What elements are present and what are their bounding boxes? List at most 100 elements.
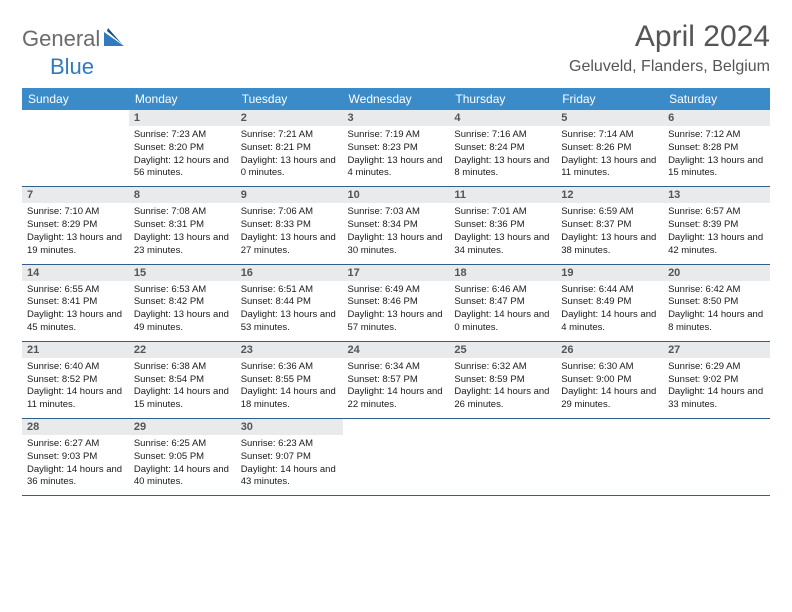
calendar-week-row: 14Sunrise: 6:55 AMSunset: 8:41 PMDayligh… <box>22 264 770 341</box>
day-details: Sunrise: 6:55 AMSunset: 8:41 PMDaylight:… <box>22 281 129 341</box>
calendar-week-row: 28Sunrise: 6:27 AMSunset: 9:03 PMDayligh… <box>22 419 770 496</box>
calendar-cell: 28Sunrise: 6:27 AMSunset: 9:03 PMDayligh… <box>22 419 129 496</box>
day-number: 20 <box>663 265 770 281</box>
day-details: Sunrise: 6:46 AMSunset: 8:47 PMDaylight:… <box>449 281 556 341</box>
day-number: 26 <box>556 342 663 358</box>
day-details: Sunrise: 6:44 AMSunset: 8:49 PMDaylight:… <box>556 281 663 341</box>
logo-word-blue: Blue <box>50 54 94 79</box>
calendar-cell: 22Sunrise: 6:38 AMSunset: 8:54 PMDayligh… <box>129 341 236 418</box>
day-number: 18 <box>449 265 556 281</box>
day-number: 15 <box>129 265 236 281</box>
weekday-header: Tuesday <box>236 88 343 110</box>
calendar-cell: 0 <box>556 419 663 496</box>
day-number: 4 <box>449 110 556 126</box>
day-details: Sunrise: 7:12 AMSunset: 8:28 PMDaylight:… <box>663 126 770 186</box>
calendar-cell: 27Sunrise: 6:29 AMSunset: 9:02 PMDayligh… <box>663 341 770 418</box>
day-number: 5 <box>556 110 663 126</box>
calendar-cell: 5Sunrise: 7:14 AMSunset: 8:26 PMDaylight… <box>556 110 663 187</box>
day-number: 28 <box>22 419 129 435</box>
day-details: Sunrise: 7:14 AMSunset: 8:26 PMDaylight:… <box>556 126 663 186</box>
day-details: Sunrise: 6:53 AMSunset: 8:42 PMDaylight:… <box>129 281 236 341</box>
day-details: Sunrise: 7:21 AMSunset: 8:21 PMDaylight:… <box>236 126 343 186</box>
calendar-body: 0 1Sunrise: 7:23 AMSunset: 8:20 PMDaylig… <box>22 110 770 496</box>
calendar-cell: 10Sunrise: 7:03 AMSunset: 8:34 PMDayligh… <box>343 187 450 264</box>
day-number: 6 <box>663 110 770 126</box>
day-number: 25 <box>449 342 556 358</box>
day-number: 21 <box>22 342 129 358</box>
calendar-cell: 14Sunrise: 6:55 AMSunset: 8:41 PMDayligh… <box>22 264 129 341</box>
day-number: 3 <box>343 110 450 126</box>
day-number: 27 <box>663 342 770 358</box>
day-details: Sunrise: 7:08 AMSunset: 8:31 PMDaylight:… <box>129 203 236 263</box>
calendar-cell: 4Sunrise: 7:16 AMSunset: 8:24 PMDaylight… <box>449 110 556 187</box>
day-number: 8 <box>129 187 236 203</box>
day-details: Sunrise: 6:51 AMSunset: 8:44 PMDaylight:… <box>236 281 343 341</box>
header: General April 2024 Geluveld, Flanders, B… <box>22 20 770 76</box>
day-details: Sunrise: 6:27 AMSunset: 9:03 PMDaylight:… <box>22 435 129 495</box>
day-details: Sunrise: 6:49 AMSunset: 8:46 PMDaylight:… <box>343 281 450 341</box>
calendar-week-row: 21Sunrise: 6:40 AMSunset: 8:52 PMDayligh… <box>22 341 770 418</box>
day-number: 12 <box>556 187 663 203</box>
calendar-week-row: 7Sunrise: 7:10 AMSunset: 8:29 PMDaylight… <box>22 187 770 264</box>
calendar-cell: 29Sunrise: 6:25 AMSunset: 9:05 PMDayligh… <box>129 419 236 496</box>
logo: General <box>22 26 126 52</box>
weekday-header: Saturday <box>663 88 770 110</box>
day-details: Sunrise: 6:57 AMSunset: 8:39 PMDaylight:… <box>663 203 770 263</box>
day-number: 19 <box>556 265 663 281</box>
day-number: 9 <box>236 187 343 203</box>
calendar-week-row: 0 1Sunrise: 7:23 AMSunset: 8:20 PMDaylig… <box>22 110 770 187</box>
day-details: Sunrise: 7:10 AMSunset: 8:29 PMDaylight:… <box>22 203 129 263</box>
calendar-cell: 2Sunrise: 7:21 AMSunset: 8:21 PMDaylight… <box>236 110 343 187</box>
day-number: 16 <box>236 265 343 281</box>
day-number: 23 <box>236 342 343 358</box>
calendar-cell: 0 <box>449 419 556 496</box>
calendar-cell: 16Sunrise: 6:51 AMSunset: 8:44 PMDayligh… <box>236 264 343 341</box>
day-details: Sunrise: 6:29 AMSunset: 9:02 PMDaylight:… <box>663 358 770 418</box>
day-number: 7 <box>22 187 129 203</box>
calendar-document: General April 2024 Geluveld, Flanders, B… <box>0 0 792 516</box>
title-block: April 2024 Geluveld, Flanders, Belgium <box>569 20 770 76</box>
calendar-cell: 24Sunrise: 6:34 AMSunset: 8:57 PMDayligh… <box>343 341 450 418</box>
calendar-cell: 17Sunrise: 6:49 AMSunset: 8:46 PMDayligh… <box>343 264 450 341</box>
day-number: 24 <box>343 342 450 358</box>
calendar-header-row: SundayMondayTuesdayWednesdayThursdayFrid… <box>22 88 770 110</box>
calendar-cell: 6Sunrise: 7:12 AMSunset: 8:28 PMDaylight… <box>663 110 770 187</box>
day-details: Sunrise: 6:23 AMSunset: 9:07 PMDaylight:… <box>236 435 343 495</box>
calendar-cell: 30Sunrise: 6:23 AMSunset: 9:07 PMDayligh… <box>236 419 343 496</box>
logo-word-general: General <box>22 26 100 52</box>
day-details: Sunrise: 7:23 AMSunset: 8:20 PMDaylight:… <box>129 126 236 186</box>
calendar-cell: 13Sunrise: 6:57 AMSunset: 8:39 PMDayligh… <box>663 187 770 264</box>
calendar-cell: 20Sunrise: 6:42 AMSunset: 8:50 PMDayligh… <box>663 264 770 341</box>
calendar-cell: 12Sunrise: 6:59 AMSunset: 8:37 PMDayligh… <box>556 187 663 264</box>
weekday-header: Sunday <box>22 88 129 110</box>
day-details: Sunrise: 6:34 AMSunset: 8:57 PMDaylight:… <box>343 358 450 418</box>
calendar-cell: 11Sunrise: 7:01 AMSunset: 8:36 PMDayligh… <box>449 187 556 264</box>
day-number: 14 <box>22 265 129 281</box>
calendar-cell: 15Sunrise: 6:53 AMSunset: 8:42 PMDayligh… <box>129 264 236 341</box>
calendar-cell: 0 <box>343 419 450 496</box>
day-details: Sunrise: 7:01 AMSunset: 8:36 PMDaylight:… <box>449 203 556 263</box>
calendar-cell: 1Sunrise: 7:23 AMSunset: 8:20 PMDaylight… <box>129 110 236 187</box>
day-number: 13 <box>663 187 770 203</box>
day-details: Sunrise: 7:03 AMSunset: 8:34 PMDaylight:… <box>343 203 450 263</box>
calendar-cell: 3Sunrise: 7:19 AMSunset: 8:23 PMDaylight… <box>343 110 450 187</box>
day-details: Sunrise: 6:40 AMSunset: 8:52 PMDaylight:… <box>22 358 129 418</box>
calendar-cell: 26Sunrise: 6:30 AMSunset: 9:00 PMDayligh… <box>556 341 663 418</box>
logo-triangle-icon <box>104 28 124 51</box>
calendar-cell: 18Sunrise: 6:46 AMSunset: 8:47 PMDayligh… <box>449 264 556 341</box>
weekday-header: Monday <box>129 88 236 110</box>
weekday-header: Friday <box>556 88 663 110</box>
day-details: Sunrise: 7:16 AMSunset: 8:24 PMDaylight:… <box>449 126 556 186</box>
weekday-header: Wednesday <box>343 88 450 110</box>
day-details: Sunrise: 6:36 AMSunset: 8:55 PMDaylight:… <box>236 358 343 418</box>
month-title: April 2024 <box>569 20 770 54</box>
day-details: Sunrise: 6:59 AMSunset: 8:37 PMDaylight:… <box>556 203 663 263</box>
day-number: 11 <box>449 187 556 203</box>
day-details: Sunrise: 6:32 AMSunset: 8:59 PMDaylight:… <box>449 358 556 418</box>
calendar-cell: 0 <box>663 419 770 496</box>
calendar-table: SundayMondayTuesdayWednesdayThursdayFrid… <box>22 88 770 496</box>
calendar-cell: 9Sunrise: 7:06 AMSunset: 8:33 PMDaylight… <box>236 187 343 264</box>
day-number: 22 <box>129 342 236 358</box>
weekday-header: Thursday <box>449 88 556 110</box>
calendar-cell: 7Sunrise: 7:10 AMSunset: 8:29 PMDaylight… <box>22 187 129 264</box>
